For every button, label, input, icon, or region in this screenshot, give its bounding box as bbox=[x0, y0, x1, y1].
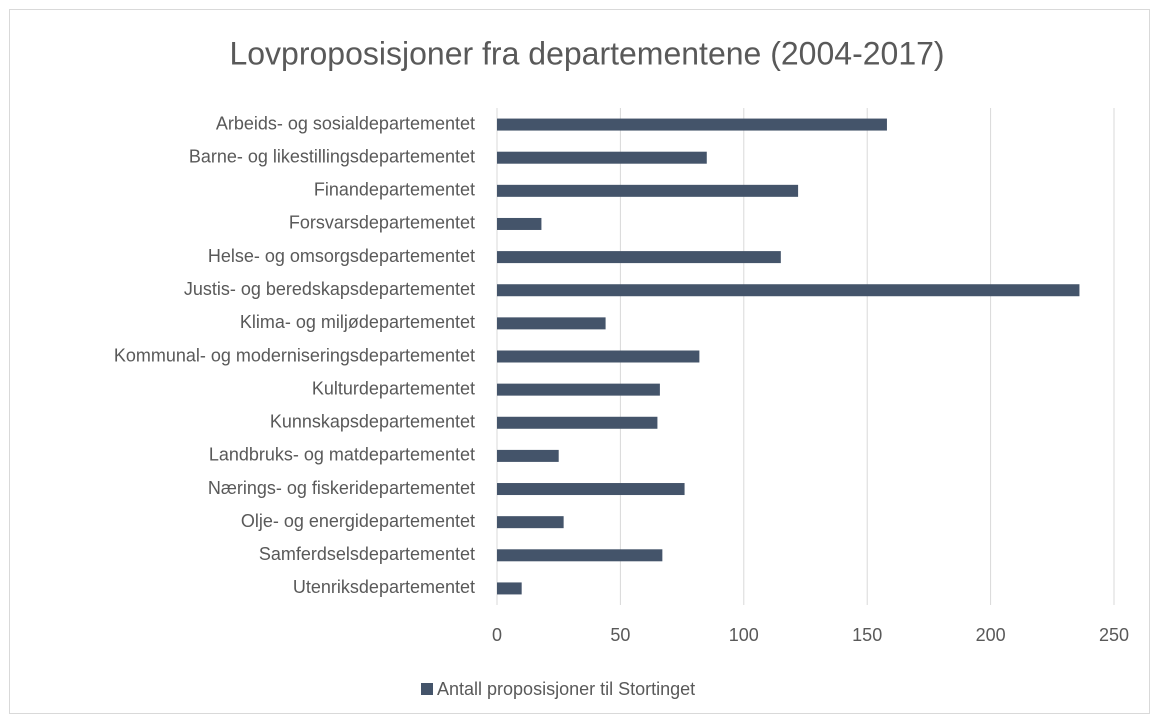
bar bbox=[497, 118, 887, 131]
x-tick-label: 100 bbox=[729, 625, 759, 645]
legend-label: Antall proposisjoner til Stortinget bbox=[437, 679, 695, 699]
y-tick-label: Forsvarsdepartementet bbox=[289, 213, 475, 233]
y-tick-label: Samferdselsdepartementet bbox=[259, 544, 475, 564]
y-tick-label: Helse- og omsorgsdepartementet bbox=[208, 246, 475, 266]
y-tick-label: Olje- og energidepartementet bbox=[241, 511, 475, 531]
x-tick-label: 200 bbox=[976, 625, 1006, 645]
bar bbox=[497, 251, 781, 264]
chart-title: Lovproposisjoner fra departementene (200… bbox=[229, 35, 944, 71]
x-tick-label: 250 bbox=[1099, 625, 1129, 645]
y-tick-label: Nærings- og fiskeridepartementet bbox=[208, 478, 475, 498]
x-tick-label: 150 bbox=[852, 625, 882, 645]
y-tick-label: Justis- og beredskapsdepartementet bbox=[184, 279, 475, 299]
y-tick-label: Kulturdepartementet bbox=[312, 378, 475, 398]
y-tick-label: Kommunal- og moderniseringsdepartementet bbox=[114, 345, 475, 365]
bar bbox=[497, 582, 522, 595]
y-tick-label: Finandepartementet bbox=[314, 180, 475, 200]
y-tick-label: Landbruks- og matdepartementet bbox=[209, 445, 475, 465]
bar bbox=[497, 383, 660, 396]
bar bbox=[497, 549, 663, 562]
bar bbox=[497, 317, 606, 330]
y-tick-label: Kunnskapsdepartementet bbox=[270, 412, 475, 432]
bar bbox=[497, 516, 564, 529]
y-tick-label: Arbeids- og sosialdepartementet bbox=[216, 113, 475, 133]
bar bbox=[497, 151, 707, 164]
bar bbox=[497, 416, 658, 429]
bar bbox=[497, 483, 685, 496]
y-tick-label: Utenriksdepartementet bbox=[293, 577, 475, 597]
y-tick-label: Klima- og miljødepartementet bbox=[240, 312, 475, 332]
bar bbox=[497, 184, 799, 197]
legend-swatch bbox=[421, 683, 433, 695]
y-tick-label: Barne- og likestillingsdepartementet bbox=[189, 146, 475, 166]
bar bbox=[497, 217, 542, 230]
x-tick-label: 50 bbox=[610, 625, 630, 645]
bar bbox=[497, 350, 700, 363]
bar bbox=[497, 284, 1080, 297]
bar bbox=[497, 449, 559, 462]
x-tick-label: 0 bbox=[492, 625, 502, 645]
